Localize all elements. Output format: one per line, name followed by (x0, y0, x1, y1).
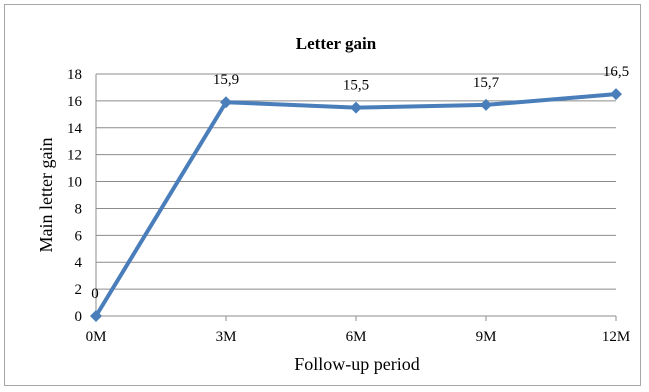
data-labels: 0 15,9 15,5 15,7 16,5 (91, 64, 629, 302)
chart-title: Letter gain (296, 34, 377, 53)
x-tick-label: 3M (216, 329, 237, 345)
data-label: 15,9 (213, 72, 239, 88)
y-tick-label: 18 (67, 67, 82, 83)
data-point-marker (480, 98, 492, 111)
y-tick-label: 4 (75, 255, 83, 271)
y-axis-ticks: 0 2 4 6 8 10 12 14 16 18 (67, 67, 83, 325)
data-label: 0 (91, 286, 99, 302)
data-point-marker (220, 96, 232, 109)
data-point-marker (90, 310, 102, 322)
x-tick-label: 0M (86, 329, 107, 345)
data-label: 15,5 (343, 78, 369, 94)
y-tick-label: 2 (75, 282, 83, 298)
y-tick-label: 16 (67, 94, 83, 110)
y-tick-label: 8 (75, 201, 83, 217)
y-axis-label: Main letter gain (36, 138, 56, 253)
y-tick-label: 10 (67, 175, 82, 191)
data-label: 16,5 (603, 64, 629, 80)
y-tick-label: 0 (75, 309, 83, 325)
y-tick-label: 6 (75, 228, 83, 244)
x-tick-label: 9M (476, 329, 497, 345)
data-label: 15,7 (473, 75, 500, 91)
data-point-marker (610, 88, 622, 101)
x-tick-label: 6M (346, 329, 367, 345)
data-point-marker (350, 101, 362, 114)
x-axis-ticks: 0M 3M 6M 9M 12M (86, 316, 630, 345)
series-group (90, 88, 622, 322)
chart-frame (4, 4, 641, 386)
x-tick-label: 12M (602, 329, 630, 345)
y-tick-label: 12 (67, 148, 82, 164)
x-axis-label: Follow-up period (294, 354, 420, 374)
y-tick-label: 14 (67, 121, 83, 137)
gridlines (95, 73, 616, 317)
